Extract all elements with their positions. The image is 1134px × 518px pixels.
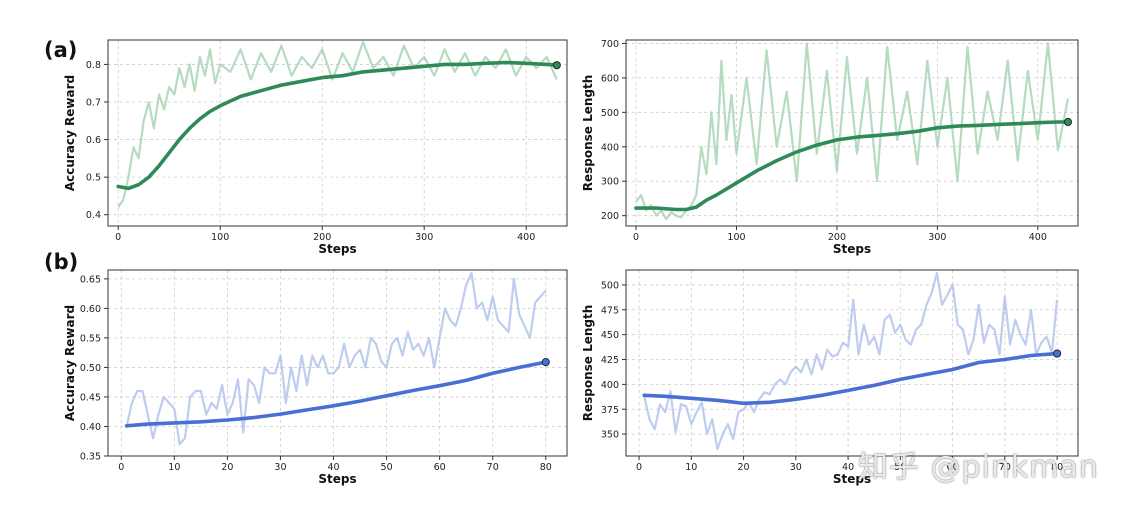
panel-label-a: (a) xyxy=(44,38,78,62)
x-tick-label: 10 xyxy=(685,462,697,473)
x-tick-label: 40 xyxy=(327,462,339,473)
x-tick-label: 60 xyxy=(947,462,959,473)
y-tick-label: 0.45 xyxy=(80,392,101,403)
y-tick-label: 500 xyxy=(601,108,619,119)
y-tick-label: 475 xyxy=(601,305,619,316)
x-tick-label: 300 xyxy=(415,232,433,243)
raw-series-line xyxy=(643,271,1059,451)
chart-b-right: 0 10 20 30 40 50 60 70 80 350 375 400 425 450 475 500 St… xyxy=(581,269,1079,486)
x-tick-label: 400 xyxy=(1029,232,1047,243)
x-tick-label: 50 xyxy=(894,462,906,473)
x-tick-label: 80 xyxy=(1051,462,1063,473)
end-point-marker xyxy=(1063,117,1073,127)
y-tick-label: 300 xyxy=(601,177,619,188)
x-axis-label: Steps xyxy=(833,242,871,256)
raw-series-line xyxy=(117,40,558,208)
y-tick-label: 400 xyxy=(601,142,619,153)
y-tick-label: 450 xyxy=(601,330,619,341)
panel-label-b: (b) xyxy=(44,250,79,274)
y-tick-label: 375 xyxy=(601,405,619,416)
x-tick-label: 30 xyxy=(274,462,286,473)
x-tick-label: 70 xyxy=(999,462,1011,473)
y-tick-label: 0.65 xyxy=(80,274,101,285)
y-tick-label: 400 xyxy=(601,380,619,391)
chart-a-left: 0 100 200 300 400 0.4 0.5 0.6 0.7 0.8 Steps Accurac… xyxy=(63,39,568,256)
x-tick-label: 20 xyxy=(221,462,233,473)
x-tick-label: 200 xyxy=(828,232,846,243)
x-tick-label: 40 xyxy=(842,462,854,473)
y-axis-label: Response Length xyxy=(581,75,595,192)
y-tick-label: 0.50 xyxy=(80,363,101,374)
watermark-text: 知乎 @pinkman xyxy=(858,450,1099,485)
x-tick-label: 0 xyxy=(633,232,639,243)
smoothed-series-line xyxy=(116,60,559,191)
x-tick-label: 300 xyxy=(928,232,946,243)
y-tick-label: 0.35 xyxy=(80,452,101,463)
y-tick-label: 0.55 xyxy=(80,333,101,344)
x-tick-label: 400 xyxy=(517,232,535,243)
plot-frame xyxy=(107,269,568,457)
y-tick-label: 0.8 xyxy=(86,60,101,71)
end-point-marker xyxy=(552,61,561,70)
y-tick-label: 350 xyxy=(601,430,619,441)
x-tick-label: 10 xyxy=(168,462,180,473)
y-axis-label: Response Length xyxy=(581,305,595,422)
chart-a-right: 0 100 200 300 400 200 300 400 500 600 700 Steps Resp… xyxy=(581,39,1079,256)
x-tick-label: 0 xyxy=(118,462,124,473)
y-tick-label: 0.4 xyxy=(86,210,101,221)
x-tick-label: 50 xyxy=(381,462,393,473)
chart-b-left: 0 10 20 30 40 50 60 70 80 0.35 0.40 0.45 0.50 0.55 0.6… xyxy=(63,269,568,486)
smoothed-series-line xyxy=(124,360,548,428)
y-axis-label: Accuracy Reward xyxy=(63,305,77,421)
x-tick-label: 100 xyxy=(211,232,229,243)
plot-frame xyxy=(625,39,1079,227)
y-tick-label: 600 xyxy=(601,73,619,84)
plot-frame xyxy=(625,269,1079,457)
y-tick-label: 700 xyxy=(601,39,619,50)
y-tick-label: 200 xyxy=(601,211,619,222)
y-tick-label: 425 xyxy=(601,355,619,366)
x-tick-label: 80 xyxy=(540,462,552,473)
x-axis-label: Steps xyxy=(318,472,356,486)
y-tick-label: 0.40 xyxy=(80,422,101,433)
x-tick-label: 20 xyxy=(738,462,750,473)
y-tick-label: 0.60 xyxy=(80,304,101,315)
end-point-marker xyxy=(541,358,550,367)
y-tick-label: 500 xyxy=(601,280,619,291)
y-axis-label: Accuracy Reward xyxy=(63,75,77,191)
smoothed-series-line xyxy=(634,120,1070,212)
x-tick-label: 70 xyxy=(487,462,499,473)
y-tick-label: 0.5 xyxy=(86,173,101,184)
raw-series-line xyxy=(125,271,547,446)
x-tick-label: 60 xyxy=(434,462,446,473)
y-tick-label: 0.7 xyxy=(86,98,101,109)
raw-series-line xyxy=(635,42,1070,221)
x-axis-label: Steps xyxy=(318,242,356,256)
plot-frame xyxy=(107,39,568,227)
x-tick-label: 30 xyxy=(790,462,802,473)
x-axis-label: Steps xyxy=(833,472,871,486)
x-tick-label: 200 xyxy=(313,232,331,243)
x-tick-label: 0 xyxy=(115,232,121,243)
smoothed-series-line xyxy=(642,351,1059,406)
end-point-marker xyxy=(1052,349,1062,358)
y-tick-label: 0.6 xyxy=(86,135,101,146)
x-tick-label: 0 xyxy=(636,462,642,473)
x-tick-label: 100 xyxy=(727,232,745,243)
